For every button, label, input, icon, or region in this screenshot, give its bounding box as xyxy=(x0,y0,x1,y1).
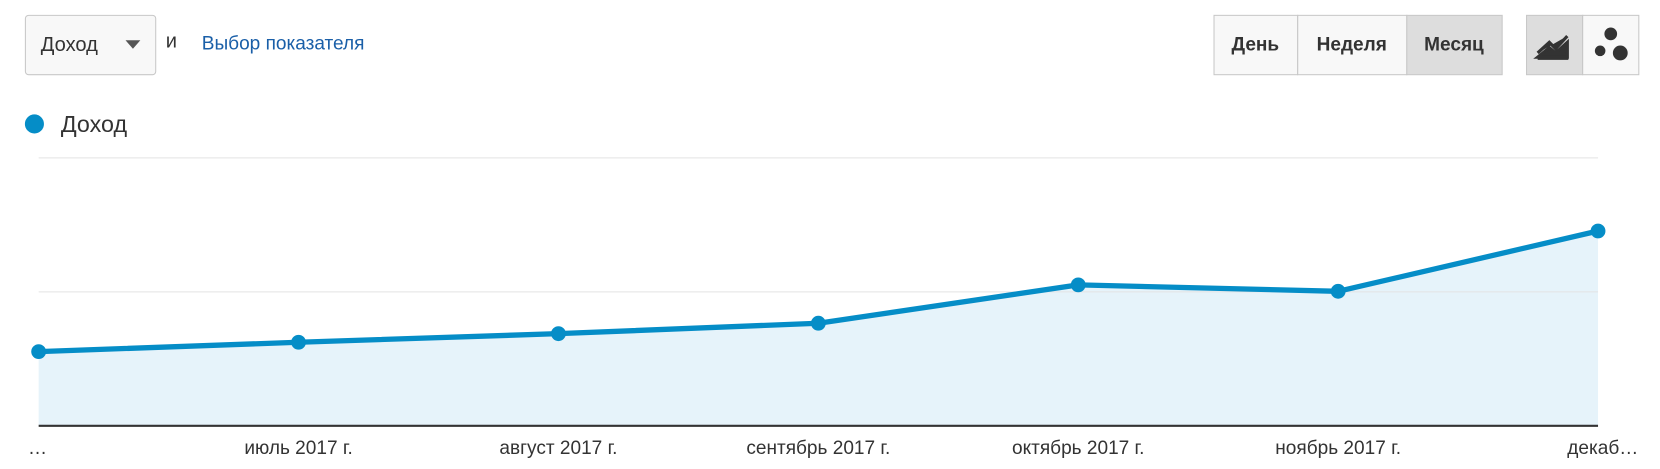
legend-label: Доход xyxy=(61,111,128,137)
data-point xyxy=(291,334,306,350)
data-point xyxy=(1590,223,1606,239)
data-point xyxy=(1070,277,1086,293)
data-point xyxy=(810,315,826,331)
x-tick-label: … xyxy=(28,438,47,459)
x-tick-label: июль 2017 г. xyxy=(244,438,352,459)
metric-dropdown[interactable] xyxy=(24,14,157,76)
metric-dropdown-label: Доход xyxy=(41,34,98,56)
legend-marker xyxy=(24,114,44,134)
period-button-label: Неделя xyxy=(1317,35,1387,56)
x-tick-label: сентябрь 2017 г. xyxy=(746,438,890,459)
conjunction: и xyxy=(166,31,177,53)
x-tick-label: август 2017 г. xyxy=(499,438,617,459)
data-point xyxy=(551,326,566,342)
period-button[interactable] xyxy=(1406,14,1503,76)
period-button[interactable] xyxy=(1297,14,1408,76)
period-button-label: Месяц xyxy=(1424,35,1484,56)
data-point xyxy=(1330,283,1346,299)
line-chart-icon xyxy=(1533,34,1569,60)
data-point xyxy=(31,344,47,360)
x-tick-label: декаб… xyxy=(1567,438,1638,459)
motion-chart-toggle[interactable] xyxy=(1582,14,1640,76)
motion-chart-icon xyxy=(1594,27,1628,61)
x-tick-label: ноябрь 2017 г. xyxy=(1275,438,1401,459)
metric-picker-link[interactable]: Выбор показателя xyxy=(202,34,365,55)
period-button[interactable] xyxy=(1213,14,1299,76)
period-button-label: День xyxy=(1232,35,1280,56)
dropdown-caret xyxy=(125,40,141,49)
x-tick-label: октябрь 2017 г. xyxy=(1012,438,1144,459)
